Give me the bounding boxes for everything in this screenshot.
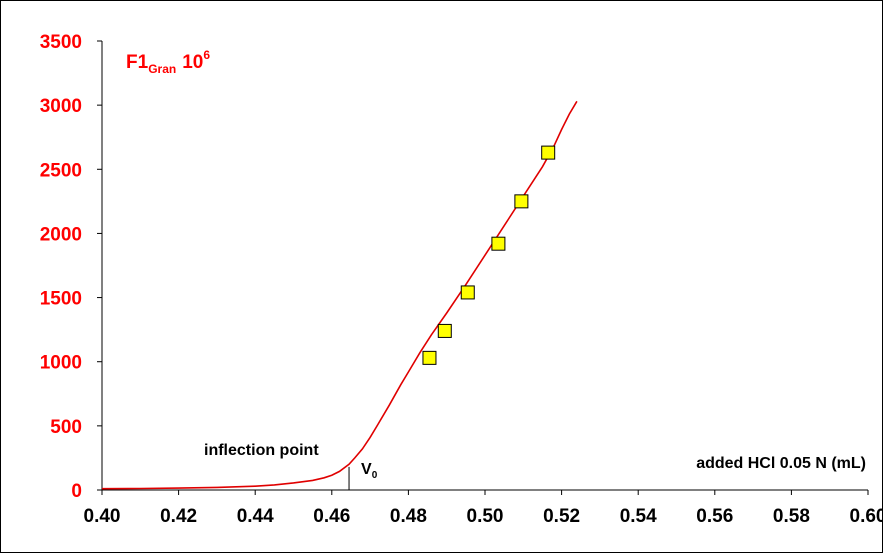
data-point-square bbox=[437, 323, 452, 338]
x-axis-label: added HCl 0.05 N (mL) bbox=[696, 455, 866, 472]
x-tick-label: 0.40 bbox=[84, 506, 121, 527]
x-tick-label: 0.60 bbox=[850, 506, 883, 527]
axes bbox=[101, 41, 868, 491]
y-tick-label: 1000 bbox=[40, 353, 82, 374]
x-tick-label: 0.52 bbox=[543, 506, 580, 527]
x-tick-label: 0.46 bbox=[313, 506, 350, 527]
data-point-square bbox=[460, 285, 475, 300]
x-tick-labels: 0.40 0.42 0.44 0.46 0.48 0.50 0.52 0.54 0.56 0.58… bbox=[84, 490, 883, 527]
data-point-square bbox=[491, 236, 506, 251]
y-tick-label: 2000 bbox=[40, 224, 82, 245]
x-tick-label: 0.58 bbox=[773, 506, 810, 527]
x-tick-label: 0.42 bbox=[160, 506, 197, 527]
x-tick-label: 0.54 bbox=[620, 506, 657, 527]
y-tick-label: 500 bbox=[50, 417, 82, 438]
v0-label: V0 bbox=[361, 461, 378, 481]
series-points bbox=[422, 145, 556, 365]
y-tick-label: 0 bbox=[71, 481, 82, 502]
x-tick-label: 0.48 bbox=[390, 506, 427, 527]
series-line bbox=[101, 100, 578, 490]
inflection-point-label: inflection point bbox=[204, 442, 319, 459]
y-tick-label: 2500 bbox=[40, 160, 82, 181]
x-tick-label: 0.44 bbox=[237, 506, 274, 527]
data-point-square bbox=[514, 194, 529, 209]
y-tick-label: 3500 bbox=[40, 32, 82, 53]
y-axis-label: F1Gran 106 bbox=[126, 48, 210, 76]
x-tick-label: 0.56 bbox=[696, 506, 733, 527]
data-point-square bbox=[541, 145, 556, 160]
y-tick-label: 1500 bbox=[40, 289, 82, 310]
data-point-square bbox=[422, 350, 437, 365]
y-tick-labels: 0 500 1000 1500 2000 2500 3000 3500 bbox=[40, 32, 102, 502]
x-tick-label: 0.50 bbox=[467, 506, 504, 527]
y-tick-label: 3000 bbox=[40, 96, 82, 117]
annotations: F1Gran 106 inflection point V0 added HCl … bbox=[126, 48, 866, 490]
